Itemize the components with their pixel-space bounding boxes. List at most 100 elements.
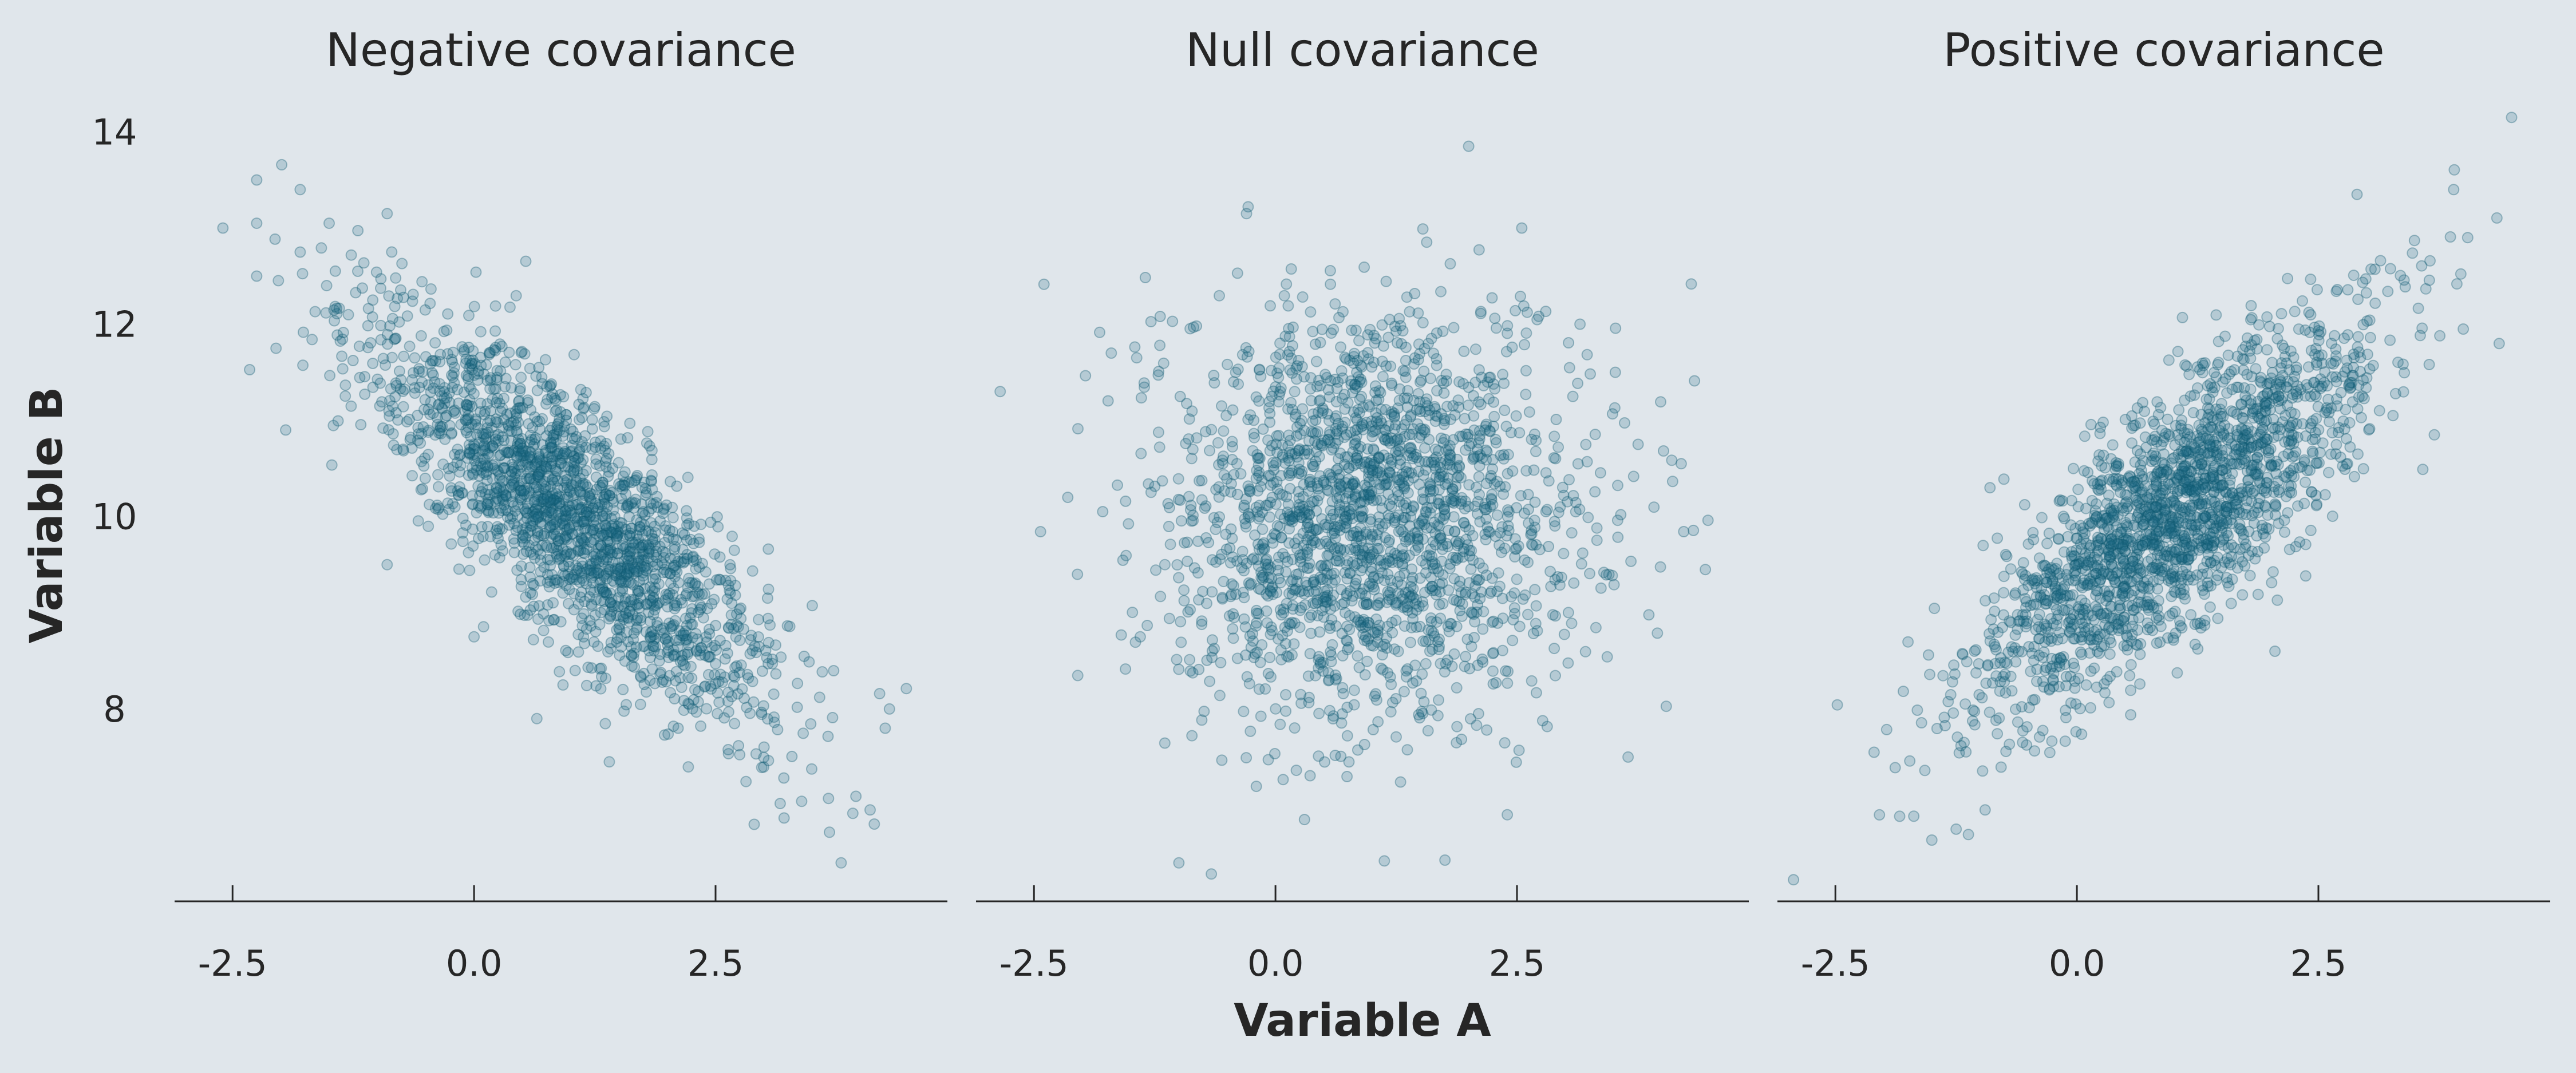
data-point [1475,307,1487,319]
data-point [1448,322,1460,334]
data-point [1339,607,1351,619]
data-point [588,569,600,581]
data-point [1377,371,1389,383]
data-point [746,565,758,577]
data-point [1134,631,1146,643]
data-point [1530,539,1542,551]
data-point [583,591,595,603]
data-point [758,761,770,773]
data-point [509,359,521,371]
data-point [481,466,492,478]
data-point [900,683,912,695]
data-point [520,445,532,457]
data-point [1206,554,1218,566]
data-point [728,544,740,556]
data-point [706,642,718,654]
data-point [1206,634,1218,646]
data-point [661,646,673,658]
data-point [355,419,367,431]
data-point [530,503,542,515]
data-point [390,407,402,419]
data-point [1313,651,1325,663]
data-point [1283,346,1295,358]
data-point [642,552,654,564]
data-point [445,538,457,550]
data-point [1314,380,1326,391]
data-point [672,722,684,734]
data-point [599,604,611,616]
data-point [510,290,522,302]
data-point [1313,707,1325,719]
data-point [640,489,652,501]
data-point [557,679,569,691]
data-point [540,461,552,473]
data-point [761,652,773,664]
data-point [603,490,615,501]
data-point [722,748,734,760]
data-point [1414,376,1426,388]
data-point [375,334,387,346]
data-point [1473,471,1485,483]
data-point [422,449,434,461]
data-point [297,359,309,371]
data-point [631,470,643,482]
data-point [1589,486,1601,498]
data-point [591,564,603,576]
data-point [1238,613,1250,625]
data-point [1513,745,1525,757]
data-point [2292,500,2304,512]
data-point [1273,396,1285,408]
data-point [1582,512,1594,524]
data-point [484,442,496,454]
data-point [464,394,476,406]
data-point [1563,362,1575,374]
data-point [594,530,606,542]
x-tick-label: -2.5 [999,943,1069,984]
data-point [564,486,576,498]
data-point [696,601,707,613]
data-point [1378,855,1390,867]
data-point [566,432,578,444]
data-point [567,450,579,462]
data-point [600,452,613,464]
data-point [1187,444,1199,456]
data-point [487,473,499,485]
data-point [623,560,635,572]
data-point [667,644,679,656]
data-point [1385,377,1397,389]
data-point [1612,531,1624,543]
data-point [1998,473,2010,485]
data-point [1241,671,1253,683]
data-point [629,475,641,487]
data-point [453,450,465,462]
data-point [2451,278,2463,290]
data-point [590,680,602,692]
data-point [542,490,554,502]
data-point [505,466,517,477]
data-point [535,529,547,541]
data-point [631,599,643,611]
data-point [1216,592,1228,604]
data-point [1370,613,1382,625]
data-point [537,496,549,508]
data-point [592,567,605,579]
data-point [605,597,617,609]
data-point [323,217,335,229]
data-point [1548,430,1560,442]
data-point [531,456,543,468]
data-point [1536,715,1548,727]
data-point [1335,341,1346,353]
data-point [615,568,627,580]
data-point [1443,524,1455,536]
data-point [377,422,389,434]
data-point [559,518,571,530]
data-point [1172,493,1184,505]
data-point [1610,322,1622,334]
data-point [514,608,526,620]
data-point [1415,687,1427,699]
data-point [1293,505,1305,517]
data-point [1409,544,1421,556]
data-point [1305,306,1317,318]
data-point [1222,358,1233,370]
